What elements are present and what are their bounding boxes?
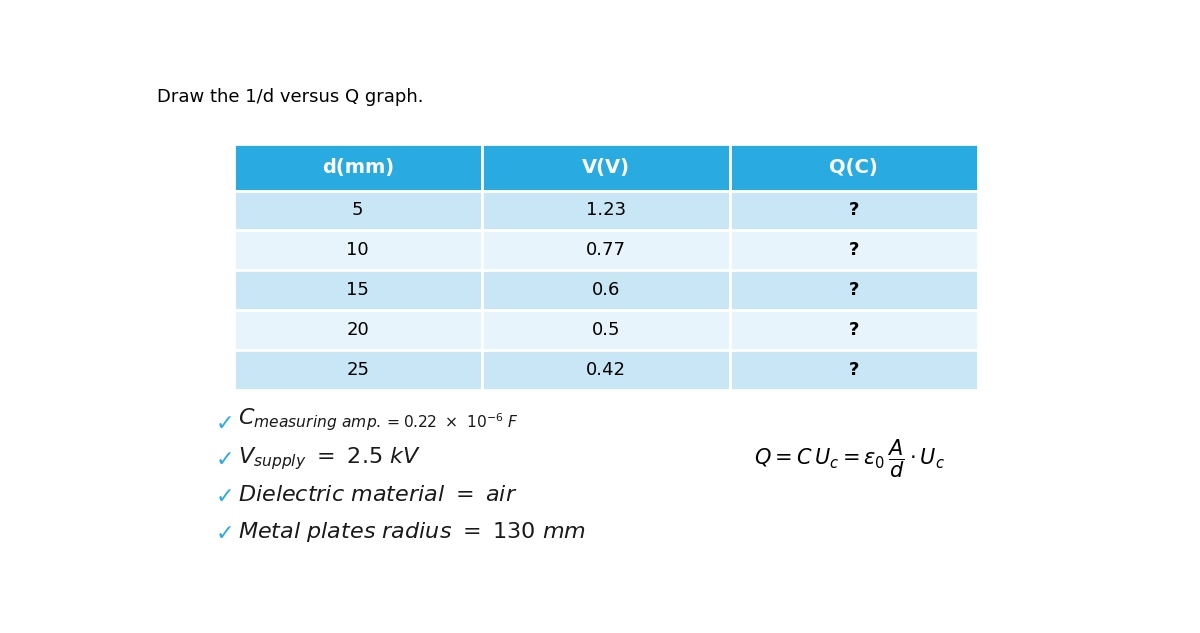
Text: Draw the 1/d versus Q graph.: Draw the 1/d versus Q graph. <box>157 88 424 106</box>
Bar <box>234 310 481 351</box>
Bar <box>234 191 481 230</box>
Text: ?: ? <box>848 282 859 299</box>
Bar <box>730 230 978 270</box>
Bar <box>481 230 730 270</box>
Bar <box>234 351 481 391</box>
Text: $\mathit{Dielectric\ material\ =\ air}$: $\mathit{Dielectric\ material\ =\ air}$ <box>239 485 517 505</box>
Text: $\mathit{Metal\ plates\ radius\ =\ 130\ mm}$: $\mathit{Metal\ plates\ radius\ =\ 130\ … <box>239 520 587 544</box>
Bar <box>730 310 978 351</box>
Text: 1.23: 1.23 <box>586 201 625 220</box>
Text: 0.77: 0.77 <box>586 241 625 260</box>
Bar <box>234 270 481 310</box>
Text: 10: 10 <box>347 241 370 260</box>
Bar <box>481 351 730 391</box>
Text: ?: ? <box>848 201 859 220</box>
Text: $\checkmark$: $\checkmark$ <box>215 449 232 468</box>
Text: 15: 15 <box>347 282 370 299</box>
Text: $\mathit{V}_{\mathit{supply}}\ =\ 2.5\ \mathit{kV}$: $\mathit{V}_{\mathit{supply}}\ =\ 2.5\ \… <box>239 445 421 472</box>
Text: ?: ? <box>848 361 859 379</box>
Text: ?: ? <box>848 241 859 260</box>
Text: 0.6: 0.6 <box>592 282 620 299</box>
Text: V(V): V(V) <box>582 158 630 177</box>
Text: $\mathit{C}_{\mathit{measuring\ amp.}=0.22\ \times\ 10^{-6}\ F}$: $\mathit{C}_{\mathit{measuring\ amp.}=0.… <box>239 406 520 433</box>
Text: $\checkmark$: $\checkmark$ <box>215 485 232 505</box>
Bar <box>481 270 730 310</box>
Bar <box>481 144 730 191</box>
Text: $\checkmark$: $\checkmark$ <box>215 412 232 432</box>
Bar <box>730 191 978 230</box>
Bar <box>481 191 730 230</box>
Bar <box>730 144 978 191</box>
Text: ?: ? <box>848 322 859 339</box>
Text: $Q = C\,U_c = \varepsilon_0\,\dfrac{A}{d}\cdot U_c$: $Q = C\,U_c = \varepsilon_0\,\dfrac{A}{d… <box>755 437 946 480</box>
Text: 0.42: 0.42 <box>586 361 625 379</box>
Bar <box>730 270 978 310</box>
Bar <box>730 351 978 391</box>
Text: 25: 25 <box>347 361 370 379</box>
Text: $\checkmark$: $\checkmark$ <box>215 522 232 542</box>
Bar <box>234 230 481 270</box>
Bar <box>481 310 730 351</box>
Text: 5: 5 <box>352 201 364 220</box>
Text: Q(C): Q(C) <box>829 158 878 177</box>
Text: 0.5: 0.5 <box>592 322 620 339</box>
Text: 20: 20 <box>347 322 370 339</box>
Bar <box>234 144 481 191</box>
Text: d(mm): d(mm) <box>322 158 394 177</box>
